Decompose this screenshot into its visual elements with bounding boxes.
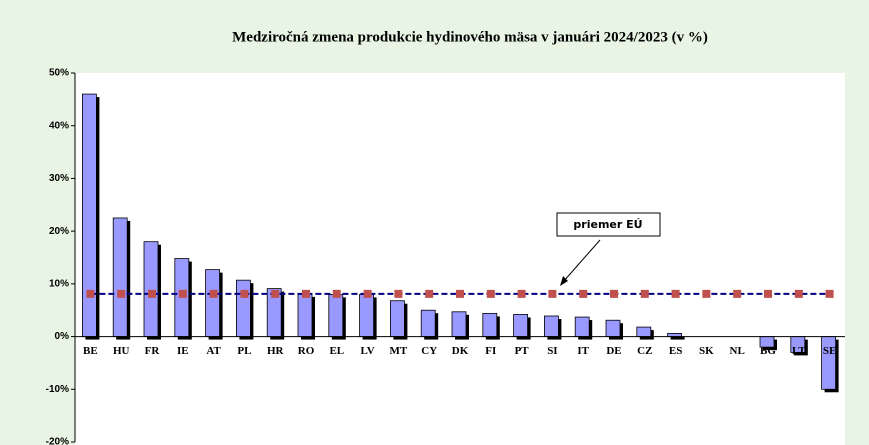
x-tick-label: PL [237, 345, 251, 357]
x-tick-label: BE [83, 345, 98, 357]
average-marker [825, 289, 834, 298]
x-tick-label: FI [485, 345, 496, 357]
average-marker [517, 289, 526, 298]
average-marker [486, 289, 495, 298]
average-marker [794, 289, 803, 298]
x-tick-label: RO [298, 345, 315, 357]
x-tick-label: IE [177, 345, 189, 357]
average-marker [579, 289, 588, 298]
average-marker [363, 289, 372, 298]
x-tick-label: SK [699, 345, 714, 357]
x-tick-label: FR [145, 345, 161, 357]
average-marker [394, 289, 403, 298]
x-tick-label: DE [606, 345, 621, 357]
bar [82, 93, 97, 337]
bar [574, 316, 590, 337]
bar-shadow [670, 336, 685, 340]
average-marker [425, 289, 434, 298]
x-tick-label: HU [113, 345, 130, 357]
x-tick-label: SE [823, 345, 836, 357]
x-tick-label: NL [730, 345, 745, 357]
y-tick-label: -10% [46, 384, 69, 395]
average-marker [240, 289, 249, 298]
bar [605, 319, 621, 337]
average-marker [148, 289, 156, 298]
bar [328, 293, 344, 337]
x-tick-label: MT [390, 345, 408, 357]
average-marker [702, 289, 711, 298]
x-tick-label: BG [760, 345, 776, 357]
bar [513, 314, 528, 337]
x-tick-label: HR [267, 345, 285, 357]
average-marker [302, 289, 310, 298]
bar [359, 293, 375, 337]
annotation-box [556, 212, 661, 237]
average-marker [178, 289, 187, 298]
average-marker [332, 289, 341, 298]
x-tick-label: PT [515, 345, 530, 357]
x-tick-label: EL [329, 345, 344, 357]
y-tick-label: 30% [49, 173, 69, 184]
x-tick-label: CY [421, 345, 437, 357]
y-tick-label: 50% [49, 68, 69, 79]
average-marker [86, 289, 95, 298]
average-marker [456, 289, 464, 298]
x-tick-label: IT [577, 345, 589, 357]
average-marker [640, 289, 649, 298]
y-tick-label: 40% [49, 120, 69, 131]
plot-area [75, 73, 845, 445]
average-marker [610, 289, 618, 298]
annotation: priemer EÚ [573, 218, 642, 231]
average-marker [117, 289, 126, 298]
y-tick-label: 20% [49, 226, 69, 237]
average-marker [764, 289, 772, 298]
annotation-arrow [562, 239, 601, 283]
x-tick-label: ES [669, 345, 682, 357]
bar [235, 279, 251, 337]
bar [451, 311, 467, 337]
x-tick-label: CZ [637, 345, 652, 357]
bar [389, 300, 405, 337]
x-tick-label: DK [452, 345, 469, 357]
x-tick-label: LV [360, 345, 374, 357]
average-marker [209, 289, 218, 298]
y-tick-label: 10% [49, 278, 69, 289]
bar [482, 312, 498, 337]
x-tick-label: LT [792, 345, 806, 357]
average-marker [733, 289, 742, 298]
bar [420, 309, 436, 337]
x-tick-label: SI [547, 345, 557, 357]
average-marker [548, 289, 557, 298]
y-tick-label: 0% [55, 331, 70, 342]
average-marker [671, 289, 680, 298]
bar [544, 315, 559, 337]
x-tick-label: AT [206, 345, 221, 357]
bar [112, 217, 128, 337]
y-tick-label: -20% [46, 437, 69, 445]
chart-title: Medziročná zmena produkcie hydinového mä… [232, 29, 708, 45]
average-marker [271, 289, 280, 298]
bar [297, 293, 313, 337]
bar [636, 326, 652, 337]
arrow-head [560, 276, 568, 286]
bar [143, 241, 159, 337]
bar [205, 269, 221, 337]
